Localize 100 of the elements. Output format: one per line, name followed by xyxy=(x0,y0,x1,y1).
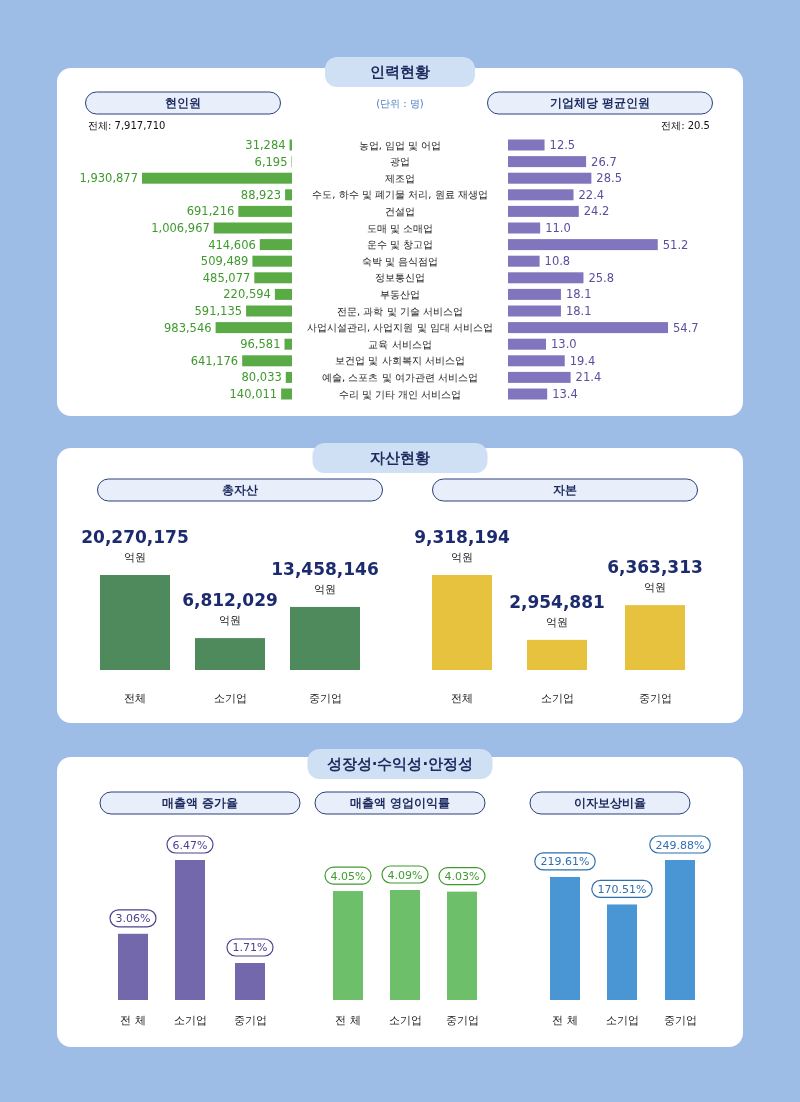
chart-title: 매출액 영업이익률 xyxy=(349,796,451,811)
text: (단위 : 명) xyxy=(376,98,424,109)
data-label: 18.1 xyxy=(565,304,592,318)
data-label: 24.2 xyxy=(583,204,610,219)
data-label: 51.2 xyxy=(662,237,689,252)
text: 자산현황 xyxy=(370,449,430,467)
bar xyxy=(508,355,565,367)
data-label: 25.8 xyxy=(588,270,615,285)
x-tick-label: 전체 xyxy=(124,692,146,705)
text: 성장성·수익성·안정성 xyxy=(326,755,474,773)
bar xyxy=(246,305,292,317)
bar xyxy=(508,172,592,184)
text: 전체: 20.5 xyxy=(661,120,710,131)
chart-title: 총자산 xyxy=(222,483,258,498)
data-label: 4.05% xyxy=(330,869,366,883)
data-label: 12.5 xyxy=(549,138,576,152)
bar xyxy=(281,388,292,400)
x-tick-label: 소기업 xyxy=(540,692,574,705)
data-label: 220,594 xyxy=(223,287,271,302)
y-tick-label: 전문, 과학 및 기술 서비스업 xyxy=(337,305,463,317)
y-tick-label: 건설업 xyxy=(385,205,415,217)
y-tick-label: 정보통신업 xyxy=(375,272,425,284)
data-label: 983,546 xyxy=(164,320,212,335)
bar xyxy=(274,288,292,300)
data-label: 26.7 xyxy=(591,154,617,169)
x-tick-label: 중기업 xyxy=(638,692,672,705)
data-label: 6,195 xyxy=(254,154,288,169)
bar xyxy=(142,172,292,184)
chart-title: 자본 xyxy=(553,483,577,498)
bar xyxy=(242,355,292,367)
data-label: 10.8 xyxy=(544,254,571,269)
bar xyxy=(238,205,292,217)
y-tick-label: 보건업 및 사회복지 서비스업 xyxy=(335,355,465,367)
data-label: 219.61% xyxy=(540,855,590,869)
data-label: 414,606 xyxy=(208,237,256,252)
x-tick-label: 전체 xyxy=(451,692,473,705)
x-tick-label: 중기업 xyxy=(308,692,342,705)
bar xyxy=(508,371,571,383)
data-label: 11.0 xyxy=(545,221,571,235)
y-tick-label: 교육 서비스업 xyxy=(368,338,432,350)
x-tick-label: 중기업 xyxy=(663,1014,697,1027)
bar xyxy=(508,205,579,217)
data-label: 13.0 xyxy=(551,337,577,352)
data-label: 509,489 xyxy=(200,254,249,269)
bar xyxy=(215,322,292,334)
y-tick-label: 운수 및 창고업 xyxy=(366,239,434,251)
data-label: 1.71% xyxy=(232,941,268,955)
bar xyxy=(254,272,292,284)
bar xyxy=(284,338,292,350)
bar xyxy=(508,139,545,151)
data-label: 2,954,881 억원 xyxy=(509,591,605,629)
data-label: 4.09% xyxy=(387,868,423,882)
y-tick-label: 수리 및 기타 개인 서비스업 xyxy=(338,388,462,400)
x-tick-label: 전 체 xyxy=(120,1014,146,1027)
data-label: 6,363,313 억원 xyxy=(607,557,703,595)
data-label: 9,318,194 억원 xyxy=(414,527,511,564)
data-label: 6.47% xyxy=(172,838,208,852)
x-tick-label: 중기업 xyxy=(445,1014,479,1027)
y-tick-label: 사업시설관리, 사업지원 및 임대 서비스업 xyxy=(307,322,493,334)
data-label: 19.4 xyxy=(569,353,596,368)
x-tick-label: 소기업 xyxy=(388,1014,422,1027)
x-tick-label: 소기업 xyxy=(173,1014,207,1027)
data-label: 96,581 xyxy=(240,337,281,352)
data-label: 485,077 xyxy=(202,270,251,285)
data-label: 28.5 xyxy=(596,171,622,186)
y-tick-label: 부동산업 xyxy=(380,288,420,300)
bar xyxy=(508,288,561,300)
x-tick-label: 전 체 xyxy=(335,1014,361,1027)
data-label: 88,923 xyxy=(240,187,282,202)
bar xyxy=(508,255,540,267)
bar xyxy=(508,305,561,317)
data-label: 13.4 xyxy=(552,387,578,401)
data-label: 1,930,877 xyxy=(79,171,138,186)
y-tick-label: 농업, 임업 및 어업 xyxy=(358,139,442,151)
y-tick-label: 제조업 xyxy=(385,172,415,184)
y-tick-label: 숙박 및 음식점업 xyxy=(361,255,439,267)
y-tick-label: 수도, 하수 및 폐기물 처리, 원료 재생업 xyxy=(312,189,488,201)
bar xyxy=(508,156,587,168)
y-tick-label: 광업 xyxy=(390,156,410,168)
bar xyxy=(285,189,292,201)
bar xyxy=(508,338,547,350)
data-label: 1,006,967 xyxy=(151,221,210,235)
data-label: 4.03% xyxy=(444,870,480,884)
data-label: 31,284 xyxy=(245,138,286,152)
data-label: 22.4 xyxy=(578,187,605,202)
y-tick-label: 예술, 스포츠 및 여가관련 서비스업 xyxy=(322,371,478,383)
bar xyxy=(508,388,548,400)
y-tick-label: 도매 및 소매업 xyxy=(366,222,434,234)
data-label: 249.88% xyxy=(655,838,705,852)
data-label: 54.7 xyxy=(673,320,699,335)
chart-title: 이자보상비율 xyxy=(574,796,646,811)
text: 전체: 7,917,710 xyxy=(88,120,166,131)
data-label: 641,176 xyxy=(190,353,239,368)
x-tick-label: 중기업 xyxy=(233,1014,267,1027)
data-label: 140,011 xyxy=(229,387,278,401)
data-label: 170.51% xyxy=(597,882,647,896)
data-label: 20,270,175 억원 xyxy=(81,527,189,564)
bar xyxy=(508,189,574,201)
x-tick-label: 소기업 xyxy=(213,692,247,705)
data-label: 18.1 xyxy=(565,287,592,302)
